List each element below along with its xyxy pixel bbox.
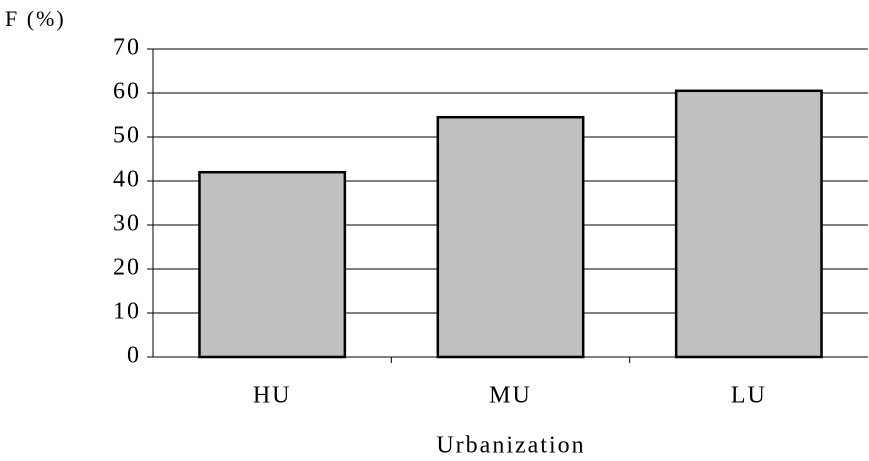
y-tick-label: 10 xyxy=(113,299,141,325)
x-axis-label: Urbanization xyxy=(436,433,585,459)
y-tick-label: 30 xyxy=(113,211,141,237)
y-tick-label: 60 xyxy=(113,79,141,105)
x-tick-label: HU xyxy=(253,383,292,409)
x-tick-label: LU xyxy=(731,383,767,409)
y-tick-label: 50 xyxy=(113,123,141,149)
bar xyxy=(674,89,823,359)
y-tick-label: 40 xyxy=(113,167,141,193)
bar xyxy=(198,170,347,359)
y-tick-label: 20 xyxy=(113,255,141,281)
y-tick-label: 70 xyxy=(113,35,141,61)
x-tick-label: MU xyxy=(489,383,532,409)
bar xyxy=(436,115,585,359)
y-tick-label: 0 xyxy=(127,343,141,369)
y-axis-label: F (%) xyxy=(5,6,66,31)
